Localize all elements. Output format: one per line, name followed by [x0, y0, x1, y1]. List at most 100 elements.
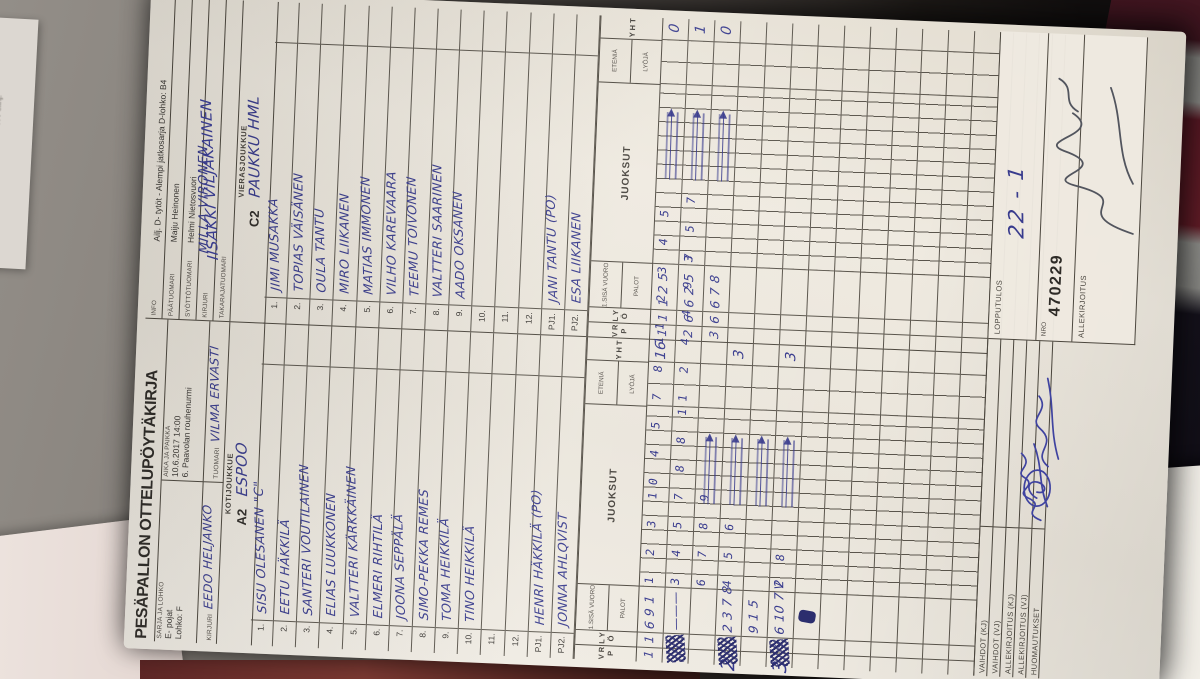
- player-name-handwriting: MIRO LIIKANEN: [336, 192, 353, 295]
- player-number: PJ1.: [527, 630, 551, 658]
- form-footer: VAIHDOT (KJ) VAIHDOT (VJ): [973, 31, 1182, 679]
- lineup-extra-cell: [539, 335, 563, 378]
- yht-header: Y H T: [613, 340, 624, 360]
- player-name-handwriting: VALTTERI KÄRKKÄINEN: [342, 465, 362, 618]
- lineup-extra-cell: [506, 11, 531, 54]
- home-lineup: 1. SISU OLESANEN "C" 2. EETU HÄKKILÄ 3.: [249, 324, 588, 659]
- lineup-extra-cell: [469, 332, 494, 375]
- lineup-tables: 1. SISU OLESANEN "C" 2. EETU HÄKKILÄ 3.: [249, 1, 601, 659]
- lineup-extra-cell: [330, 326, 355, 369]
- palot-handwriting: 6 9 1: [641, 594, 657, 630]
- player-name-handwriting: TINO HEIKKILÄ: [462, 524, 478, 623]
- lineup-extra-cell: [307, 326, 332, 368]
- player-number: 11.: [494, 306, 518, 334]
- lineup-extra-cell: [367, 5, 392, 48]
- player-number: 2.: [272, 620, 297, 648]
- palot-handwriting: 9 1 5: [745, 598, 761, 635]
- lineup-extra-cell: [390, 6, 415, 49]
- yht-value-handwriting: 3: [731, 348, 748, 360]
- player-name-handwriting: JOONA SEPPÄLÄ: [390, 512, 408, 620]
- final-score-handwriting: 22 - 1: [1003, 163, 1029, 240]
- info-label: INFO: [150, 299, 158, 316]
- advance-arrow-scribble: [785, 440, 791, 508]
- player-name-handwriting: ESA LIIKANEN: [568, 211, 584, 305]
- etenia-lyoja-header: ETENIÄ LYÖJÄ: [585, 359, 650, 407]
- player-number: 7.: [402, 302, 426, 330]
- player-number: 7.: [388, 625, 412, 653]
- player-name-handwriting: ELMERI RIHTILÄ: [369, 512, 385, 619]
- vrp-header: V R P: [574, 643, 638, 662]
- lineup-extra-cell: [483, 10, 508, 53]
- player-number: 2.: [286, 298, 310, 325]
- paatuomari-value: Maiju Heinonen: [168, 183, 182, 243]
- advance-arrow-scribble: [694, 113, 701, 182]
- player-name-handwriting: SIMO-PEKKA REMES: [415, 488, 432, 621]
- vuoro-number-handwriting: 1: [641, 649, 656, 659]
- lineup-extra-cell: [275, 1, 299, 44]
- lineup-extra-cell: [529, 12, 554, 55]
- lyo-header: L Y Ö: [575, 628, 638, 647]
- player-number: 6.: [365, 624, 389, 652]
- player-name-handwriting: SANTERI VOUTILAINEN: [296, 463, 316, 617]
- lineup-extra-cell: [552, 13, 577, 56]
- yht-value-handwriting: 1: [692, 23, 709, 35]
- signature-scribble-circled: [1023, 377, 1060, 507]
- player-name-handwriting: HENRI HÄKKILÄ (PO): [527, 488, 547, 626]
- paatuomari-label: PÄÄTUOMARI: [167, 273, 176, 317]
- tuomari-handwriting: VILMA ERVASTI: [207, 344, 223, 444]
- kirjuri-label: KIRJURI: [206, 613, 215, 641]
- away-pool-code: C2: [246, 210, 263, 228]
- lineup-extra-cell: [436, 8, 461, 51]
- etenia-lyoja-header: ETENIÄ LYÖJÄ: [598, 37, 663, 85]
- lineup-extra-cell: [284, 325, 309, 367]
- lineup-extra-cell: [575, 14, 600, 57]
- lineup-extra-cell: [515, 334, 540, 377]
- player-name-handwriting: TOPIAS VÄISÄNEN: [290, 172, 306, 293]
- lopputulos-label: LOPPUTULOS: [992, 279, 1004, 335]
- player-name-handwriting: MATIAS IMMONEN: [357, 175, 376, 296]
- scoresheet-paper: PESÄPALLON OTTELUPÖYTÄKIRJA SARJA JA LOH…: [123, 0, 1187, 679]
- player-number: 6.: [378, 301, 403, 329]
- palot-handwriting: 2 3 7 8: [719, 584, 735, 634]
- crossed-out-scribble: [717, 636, 738, 665]
- player-number: 9.: [448, 304, 472, 332]
- lineup-extra-cell: [400, 329, 425, 372]
- player-number: 5.: [355, 300, 380, 328]
- syottotuomari-label: SYÖTTÖTUOMARI: [184, 260, 194, 318]
- form-number: 470229: [1045, 253, 1066, 317]
- away-score-grid: 1 1 1 2 5 0 2 6: [649, 18, 1002, 355]
- crossed-out-scribble: [665, 634, 686, 663]
- allekirjoitus-row: ALLEKIRJOITUS: [1055, 35, 1147, 344]
- nro-label: NRO: [1040, 321, 1049, 337]
- player-number: 12.: [517, 307, 541, 335]
- player-number: PJ1.: [540, 308, 565, 336]
- sisa-palot-header: 1.SISÄ VUORO PALOT: [589, 260, 654, 310]
- player-name-handwriting: OULA TANTU: [311, 208, 329, 294]
- player-number: 8.: [411, 626, 435, 654]
- vrp-header: V R P: [588, 321, 651, 340]
- player-name-handwriting: JIMI MUSAKKA: [265, 197, 283, 292]
- lineup-extra-cell: [423, 330, 448, 373]
- player-name-handwriting: EETU HÄKKILÄ: [277, 518, 293, 616]
- player-number: 5.: [342, 623, 366, 651]
- player-name-handwriting: JANI TANTU (PO): [542, 193, 561, 304]
- lineup-extra-cell: [298, 2, 323, 45]
- advance-arrow-scribble: [733, 437, 739, 506]
- player-number: 4.: [319, 622, 343, 650]
- crossed-out-scribble: [769, 638, 790, 668]
- signature-scribble: [1020, 443, 1049, 522]
- tuomari-label: TUOMARI: [212, 447, 222, 479]
- player-number: 4.: [332, 300, 356, 327]
- score-grids: 1 1 6 9 1 1 2 3 10 4 5 7 8 11 2 3 4 5 16: [635, 18, 1002, 676]
- lineup-extra-cell: [413, 7, 438, 50]
- player-name-handwriting: JONNA AHLQVIST: [554, 511, 570, 627]
- player-name-handwriting: TOMA HEIKKILÄ: [436, 517, 455, 622]
- player-name-handwriting: SISU OLESANEN "C": [250, 480, 270, 615]
- footer-row: ALLEKIRJOITUS (KJ): [1000, 33, 1049, 678]
- home-pool-code: A2: [233, 508, 250, 526]
- result-block: LOPPUTULOS 22 - 1 NRO 470229 ALLEKIRJOIT…: [988, 31, 1149, 346]
- yht-header: Y H T: [627, 18, 637, 38]
- sisa-palot-header: 1.SISÄ VUORO PALOT: [575, 582, 640, 632]
- player-name-handwriting: ELIAS LUUKKONEN: [323, 492, 339, 617]
- player-number: 10.: [471, 305, 495, 333]
